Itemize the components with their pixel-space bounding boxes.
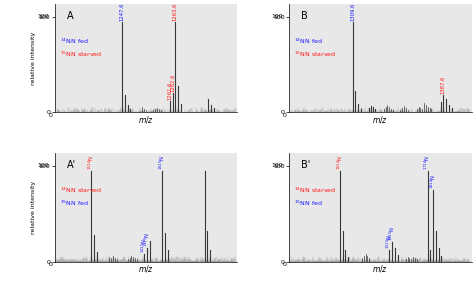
X-axis label: $m/z$: $m/z$: [372, 263, 388, 274]
Text: 1387.6: 1387.6: [441, 76, 446, 94]
Text: $^{15}$NN fed: $^{15}$NN fed: [60, 199, 89, 208]
Text: $^{14}$NN starved: $^{14}$NN starved: [60, 186, 102, 195]
Text: $^{16}$$^{15}$N: $^{16}$$^{15}$N: [387, 226, 397, 242]
Text: $^{17}$$^{14}$N: $^{17}$$^{14}$N: [423, 155, 432, 170]
Text: A: A: [67, 11, 74, 21]
Text: 100: 100: [37, 163, 49, 168]
X-axis label: $m/z$: $m/z$: [138, 263, 154, 274]
Y-axis label: relative intensity: relative intensity: [31, 32, 36, 85]
Text: $^{15}$$^{15}$N: $^{15}$$^{15}$N: [385, 234, 394, 249]
Text: $^{14}$NN fed: $^{14}$NN fed: [60, 36, 89, 46]
Text: B: B: [301, 11, 308, 21]
Text: 1261.6: 1261.6: [167, 81, 172, 100]
Text: 100: 100: [272, 163, 283, 168]
Text: $^{14}$NN starved: $^{14}$NN starved: [294, 186, 337, 195]
Text: 1263.6: 1263.6: [173, 2, 178, 21]
Text: 0: 0: [49, 113, 53, 118]
Text: $^{16}$$^{15}$N: $^{16}$$^{15}$N: [158, 155, 167, 170]
Text: $^{14}$$^{15}$N: $^{14}$$^{15}$N: [139, 238, 149, 253]
Text: $^{15}$$^{15}$N: $^{15}$$^{15}$N: [142, 232, 152, 247]
Text: 1309.6: 1309.6: [350, 2, 355, 21]
Text: A': A': [67, 160, 76, 170]
Text: 1247.6: 1247.6: [120, 2, 125, 21]
Text: 100: 100: [37, 14, 49, 19]
X-axis label: $m/z$: $m/z$: [372, 114, 388, 125]
Text: $^{15}$NN starved: $^{15}$NN starved: [294, 50, 337, 59]
Text: $^{15}$NN fed: $^{15}$NN fed: [294, 199, 323, 208]
Text: $^{15}$NN starved: $^{15}$NN starved: [60, 50, 102, 59]
Text: 0: 0: [283, 113, 287, 118]
Text: $^{15}$$^{14}$N: $^{15}$$^{14}$N: [86, 155, 96, 170]
Text: $^{14}$NN fed: $^{14}$NN fed: [294, 36, 323, 46]
Text: 0: 0: [49, 262, 53, 267]
Text: B': B': [301, 160, 311, 170]
X-axis label: $m/z$: $m/z$: [138, 114, 154, 125]
Text: 1262.6: 1262.6: [170, 74, 175, 92]
Text: $^{16}$$^{14}$N: $^{16}$$^{14}$N: [335, 155, 345, 170]
Y-axis label: relative intensity: relative intensity: [31, 181, 36, 234]
Text: 100: 100: [272, 14, 283, 19]
Text: $^{18}$$^{14}$N: $^{18}$$^{14}$N: [428, 174, 438, 189]
Text: 0: 0: [283, 262, 287, 267]
